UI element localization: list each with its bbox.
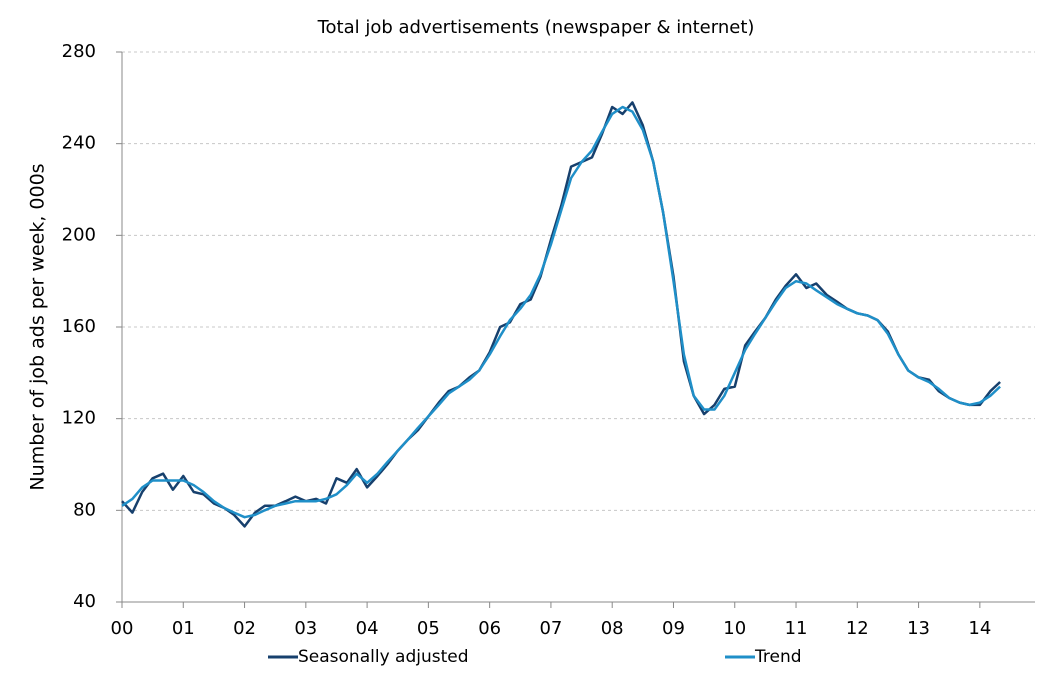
x-tick-label: 10 — [723, 618, 746, 639]
y-tick-label: 40 — [73, 591, 96, 612]
series-line — [121, 101, 1001, 528]
x-tick-label: 01 — [172, 618, 195, 639]
series-line — [121, 105, 1001, 519]
y-tick-label: 280 — [62, 41, 96, 62]
y-tick-label: 120 — [62, 408, 96, 429]
x-tick-label: 06 — [478, 618, 501, 639]
x-tick-label: 03 — [294, 618, 317, 639]
y-axis-label: Number of job ads per week, 000s — [27, 163, 49, 490]
x-tick-label: 02 — [233, 618, 256, 639]
legend-label: Trend — [754, 647, 802, 667]
x-tick-label: 00 — [111, 618, 134, 639]
x-tick-label: 04 — [356, 618, 379, 639]
y-tick-label: 80 — [73, 499, 96, 520]
x-tick-label: 05 — [417, 618, 440, 639]
x-tick-label: 14 — [968, 618, 991, 639]
chart-title: Total job advertisements (newspaper & in… — [317, 17, 755, 38]
x-tick-label: 13 — [907, 618, 930, 639]
x-tick-label: 12 — [846, 618, 869, 639]
legend-label: Seasonally adjusted — [298, 647, 469, 667]
y-tick-label: 200 — [62, 224, 96, 245]
x-tick-label: 09 — [662, 618, 685, 639]
x-tick-label: 11 — [785, 618, 808, 639]
x-tick-label: 07 — [539, 618, 562, 639]
x-tick-label: 08 — [601, 618, 624, 639]
y-tick-label: 160 — [62, 316, 96, 337]
y-tick-label: 240 — [62, 133, 96, 154]
